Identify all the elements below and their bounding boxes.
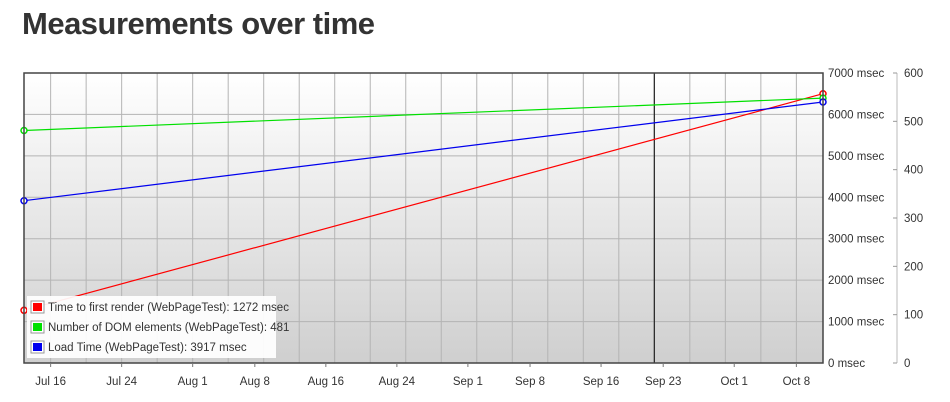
x-tick-label: Oct 8 xyxy=(783,376,810,388)
legend-series-value: 481 xyxy=(270,322,289,334)
y-right-tick-label: 300 xyxy=(904,213,923,225)
plot-frame xyxy=(23,72,824,364)
legend-entry: Load Time (WebPageTest): 3917 msec xyxy=(48,342,247,354)
page-title: Measurements over time xyxy=(22,6,375,41)
legend-series-value: 1272 msec xyxy=(233,302,290,314)
legend-series-name: Time to first render (WebPageTest) xyxy=(48,302,226,314)
y-left-tick-label: 4000 msec xyxy=(828,192,885,204)
series-line-number-of-dom-elements-webpagetest xyxy=(23,97,824,132)
y-left-tick-label: 6000 msec xyxy=(828,109,885,121)
series-line-load-time-webpagetest xyxy=(23,101,824,202)
axes: 0 msec 1000 msec 2000 msec 3000 msec 4000 ms… xyxy=(35,68,923,388)
series-line-time-to-first-render-webpagetest xyxy=(23,93,824,311)
x-tick-label: Aug 16 xyxy=(308,376,344,388)
legend-swatch xyxy=(33,303,42,311)
y-right-tick-label: 400 xyxy=(904,165,923,177)
x-tick-label: Aug 24 xyxy=(379,376,416,388)
legend-swatch xyxy=(33,323,42,331)
x-tick-label: Sep 16 xyxy=(583,376,619,388)
legend-series-name: Number of DOM elements (WebPageTest) xyxy=(48,322,264,334)
legend-swatch xyxy=(33,343,42,351)
x-tick-label: Aug 8 xyxy=(240,376,270,388)
legend: Time to first render (WebPageTest): 1272… xyxy=(27,296,289,358)
y-left-tick-label: 0 msec xyxy=(828,358,865,370)
x-tick-label: Jul 24 xyxy=(106,376,137,388)
legend-separator: : xyxy=(226,302,232,314)
x-tick-label: Jul 16 xyxy=(35,376,66,388)
legend-series-value: 3917 msec xyxy=(190,342,247,354)
legend-series-name: Load Time (WebPageTest) xyxy=(48,342,184,354)
y-right-tick-label: 100 xyxy=(904,310,923,322)
legend-entry: Number of DOM elements (WebPageTest): 48… xyxy=(48,322,289,334)
y-left-tick-label: 7000 msec xyxy=(828,68,885,80)
y-left-tick-label: 5000 msec xyxy=(828,151,885,163)
y-left-tick-label: 2000 msec xyxy=(828,275,885,287)
x-tick-label: Aug 1 xyxy=(178,376,208,388)
x-tick-label: Sep 8 xyxy=(515,376,545,388)
y-right-tick-label: 200 xyxy=(904,261,923,273)
x-tick-label: Sep 1 xyxy=(453,376,483,388)
y-left-tick-label: 3000 msec xyxy=(828,234,885,246)
y-right-tick-label: 0 xyxy=(904,358,910,370)
legend-entry: Time to first render (WebPageTest): 1272… xyxy=(48,302,289,314)
x-tick-label: Sep 23 xyxy=(645,376,681,388)
legend-box xyxy=(27,296,276,358)
y-right-tick-label: 500 xyxy=(904,116,923,128)
x-tick-label: Oct 1 xyxy=(720,376,747,388)
y-left-tick-label: 1000 msec xyxy=(828,317,885,329)
legend-separator: : xyxy=(264,322,270,334)
y-right-tick-label: 600 xyxy=(904,68,923,80)
legend-separator: : xyxy=(184,342,190,354)
